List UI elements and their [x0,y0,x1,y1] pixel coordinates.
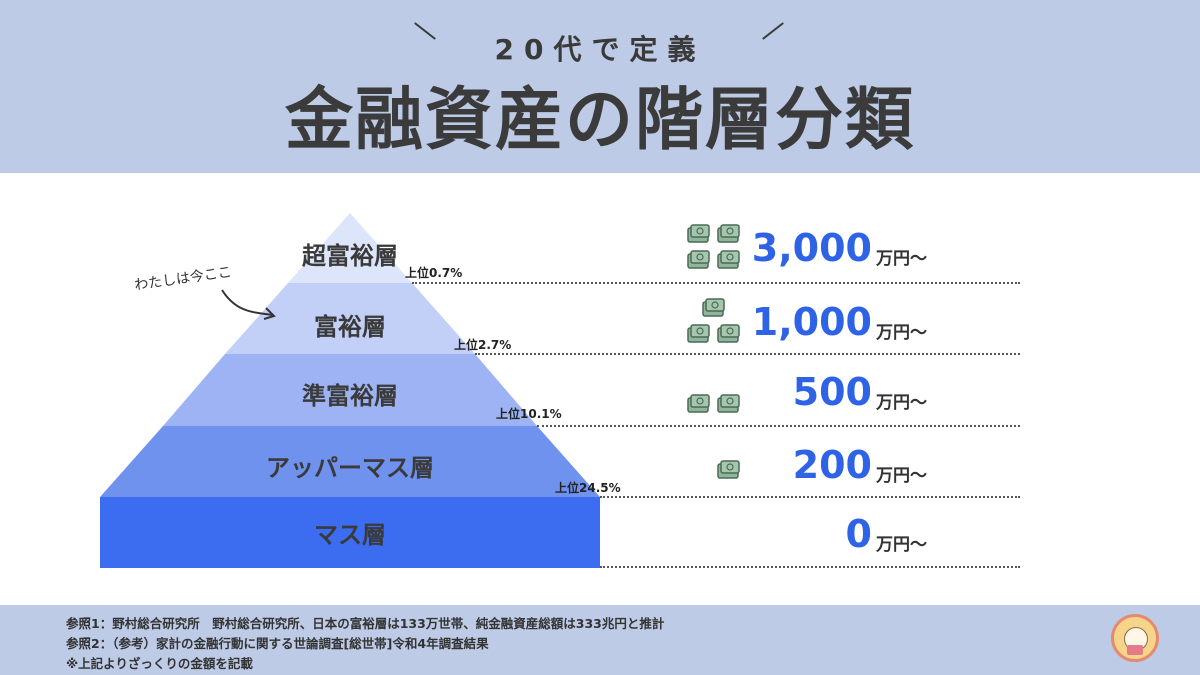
unit-semi-rich: 万円〜 [876,393,927,413]
unit-super-rich: 万円〜 [876,249,927,269]
percentile-semi-rich: 上位10.1% [496,407,562,421]
amount-rich: 1,000 [751,300,872,344]
divider-line [537,425,1020,427]
money-stack-icon [687,324,710,343]
money-stack-icon [717,224,740,243]
tier-label-mass: マス層 [314,521,386,549]
money-stack-icon [687,224,710,243]
money-stack-icon [717,394,740,413]
tier-label-super-rich: 超富裕層 [302,242,398,270]
tier-semi-rich [163,354,537,426]
amount-upper-mass: 200 [792,443,872,487]
tier-upper-mass [100,426,600,497]
divider-line [600,496,1020,498]
arrow-head [263,307,276,320]
amount-semi-rich: 500 [792,370,872,414]
page-title: 金融資産の階層分類 [284,81,915,160]
percentile-upper-mass: 上位24.5% [555,481,621,495]
money-stack-icon [717,460,740,479]
footnote-3: ※上記よりざっくりの金額を記載 [66,656,253,671]
percentile-super-rich: 上位0.7% [405,266,463,280]
money-stack-icon [687,250,710,269]
tier-label-rich: 富裕層 [314,313,386,341]
curved-arrow-icon [221,289,273,316]
divider-line [475,353,1020,355]
author-avatar-icon [1111,614,1159,662]
money-stack-icon [702,298,725,317]
amount-mass: 0 [845,512,872,556]
subtitle: 20代で定義 [494,33,706,66]
unit-rich: 万円〜 [876,323,927,343]
amount-super-rich: 3,000 [751,226,872,270]
percentile-rich: 上位2.7% [454,338,512,352]
tier-label-upper-mass: アッパーマス層 [266,454,434,482]
avatar-book [1127,645,1143,655]
money-stack-icon [717,324,740,343]
tier-label-semi-rich: 準富裕層 [302,382,398,410]
divider-line [412,282,1020,284]
money-stack-icon [687,394,710,413]
tier-mass [100,497,600,568]
footnote-2: 参照2：（参考）家計の金融行動に関する世論調査[総世帯]令和4年調査結果 [66,636,489,651]
divider-line [600,566,1020,568]
unit-upper-mass: 万円〜 [876,466,927,486]
money-stack-icon [717,250,740,269]
footnote-1: 参照1：野村総合研究所 野村総合研究所、日本の富裕層は133万世帯、純金融資産総… [66,616,665,631]
tier-rich [225,283,475,354]
footer: 参照1：野村総合研究所 野村総合研究所、日本の富裕層は133万世帯、純金融資産総… [0,605,1200,675]
unit-mass: 万円〜 [876,535,927,555]
tier-super-rich [288,213,412,283]
header-banner: 20代で定義 金融資産の階層分類 [0,0,1200,173]
